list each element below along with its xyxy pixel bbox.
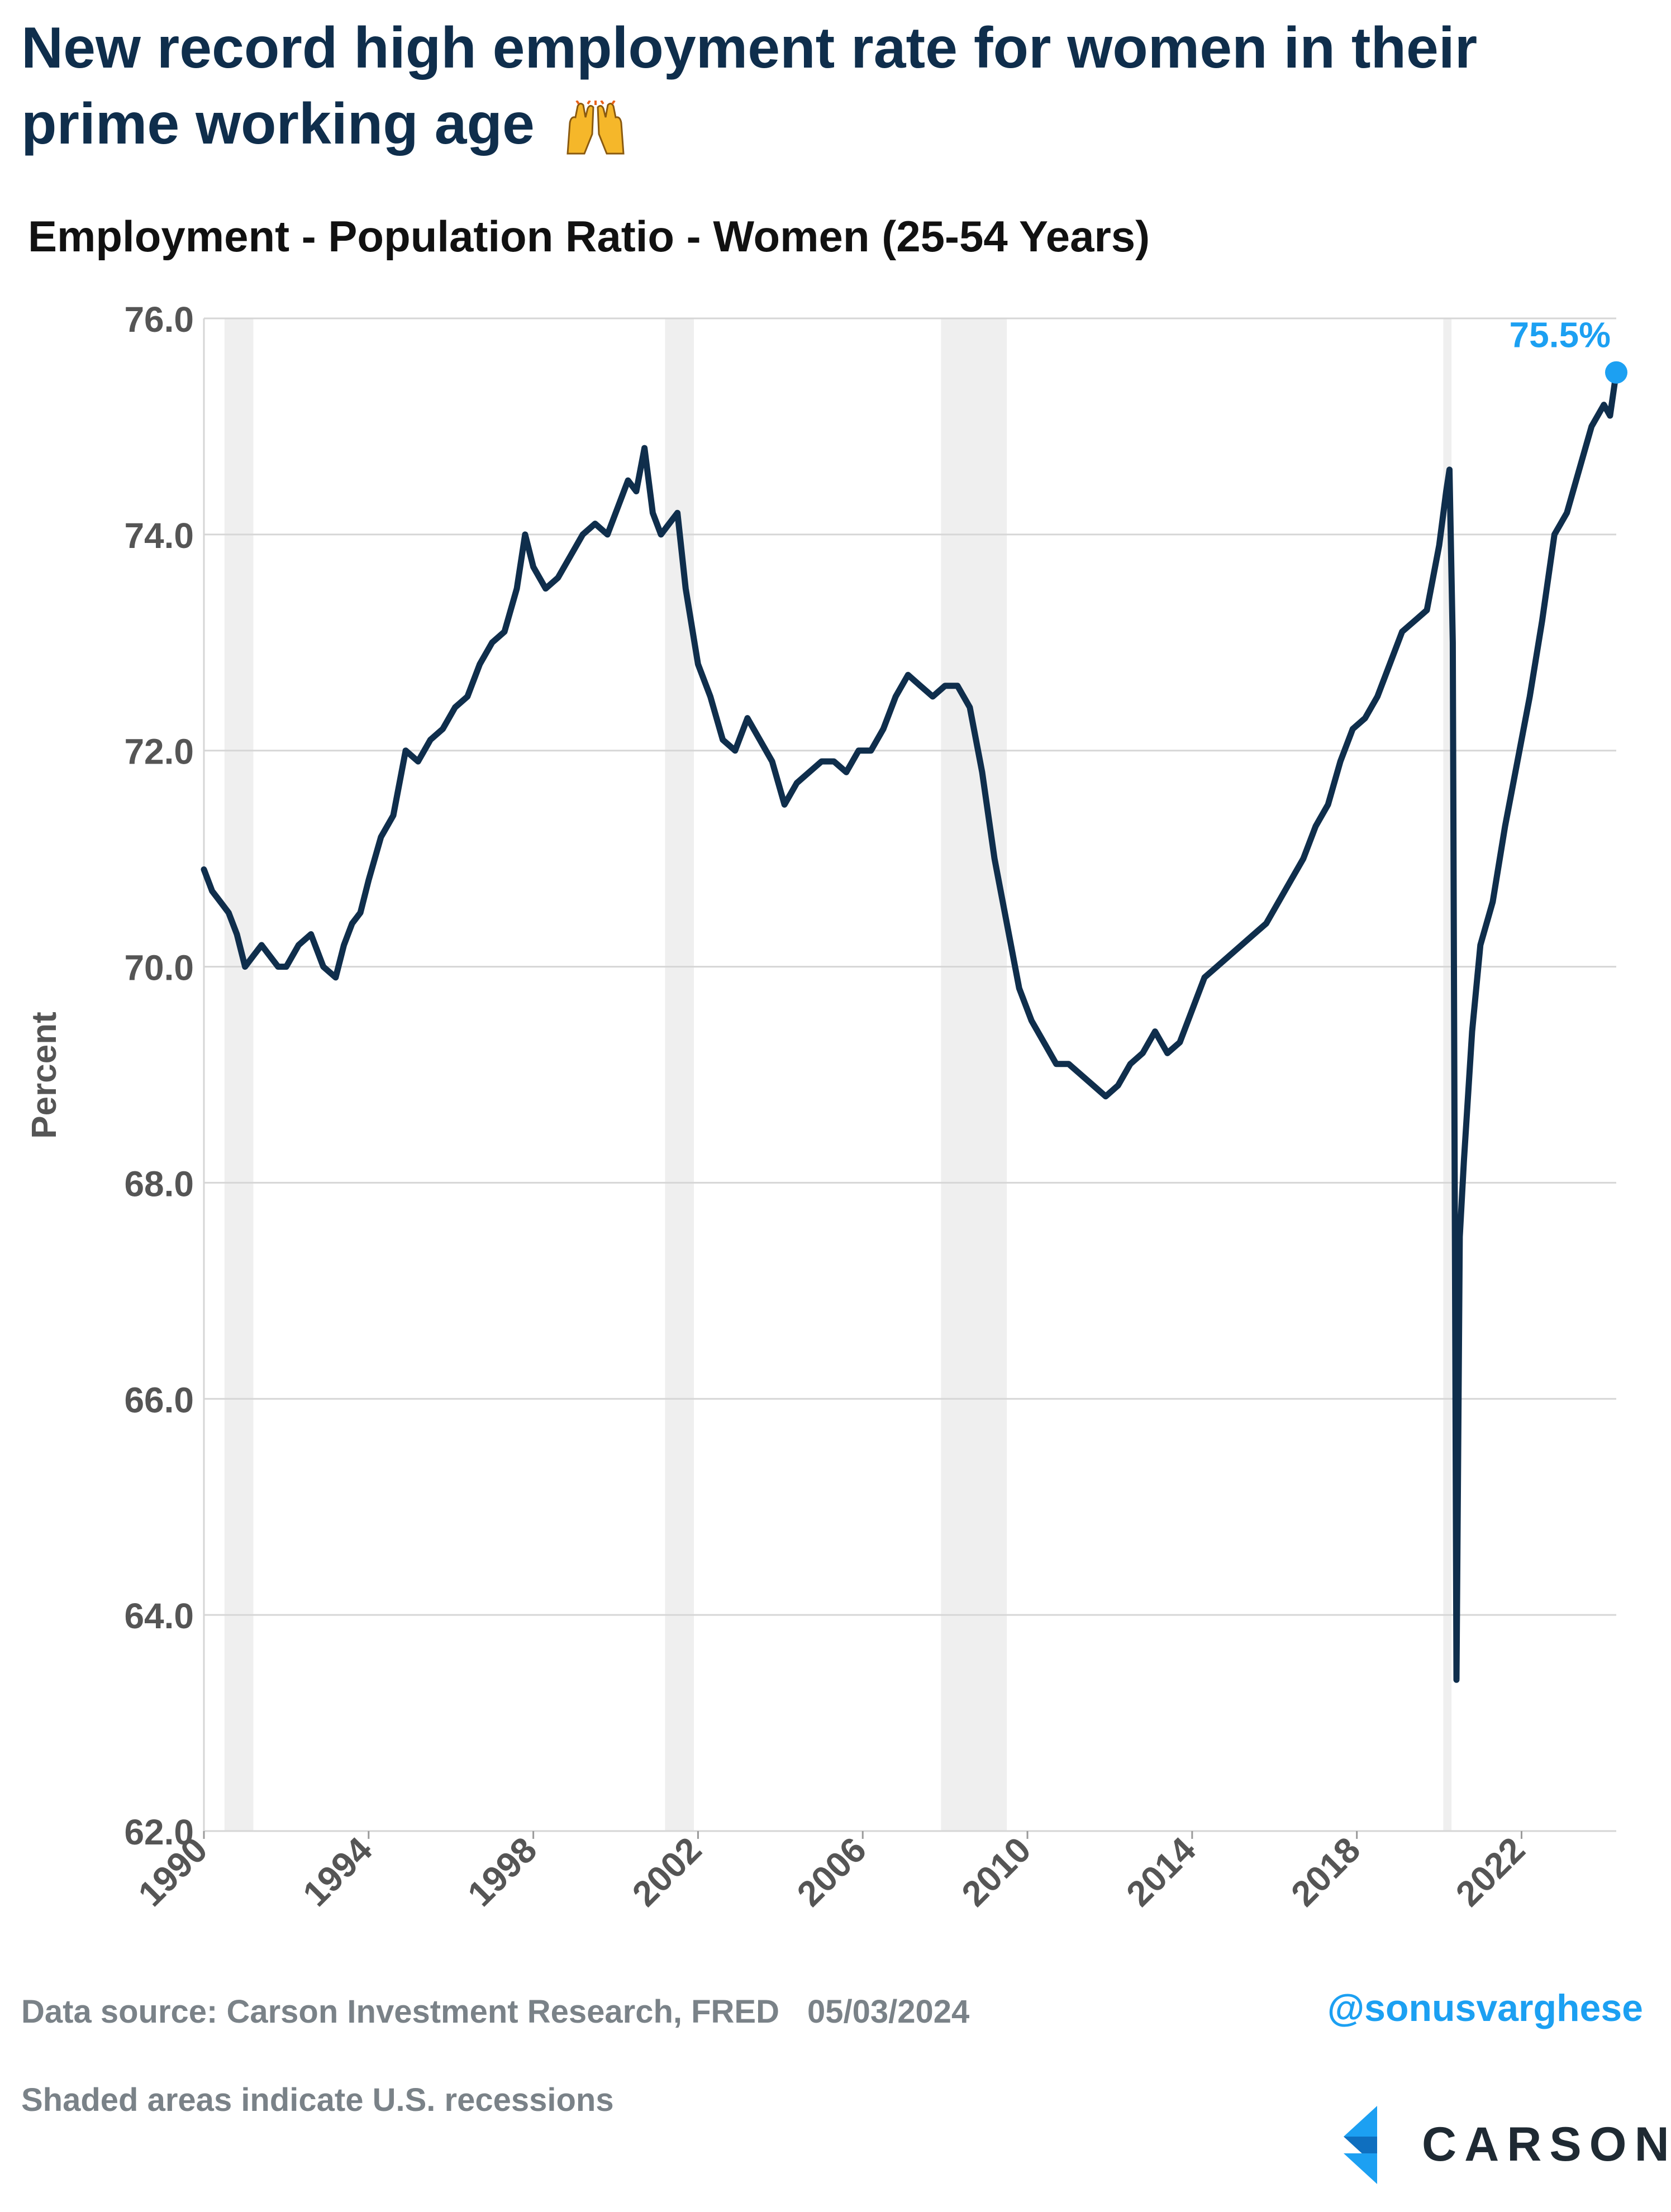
last-value-point bbox=[1605, 361, 1627, 384]
x-tick-label: 1998 bbox=[460, 1829, 545, 1914]
source-note: Data source: Carson Investment Research,… bbox=[21, 1993, 969, 2030]
x-tick-label: 2018 bbox=[1283, 1829, 1368, 1914]
carson-logo-icon bbox=[1344, 2106, 1377, 2184]
series-line bbox=[201, 369, 1620, 1683]
y-tick-label: 68.0 bbox=[124, 1164, 194, 1204]
recession-note: Shaded areas indicate U.S. recessions bbox=[21, 2082, 614, 2118]
x-tick-label: 2006 bbox=[789, 1829, 874, 1914]
x-tick-label: 2014 bbox=[1118, 1829, 1203, 1914]
title-line-1: New record high employment rate for wome… bbox=[21, 16, 1478, 80]
last-value-label: 75.5% bbox=[1510, 315, 1611, 355]
y-axis-label: Percent bbox=[25, 1012, 64, 1138]
y-tick-label: 64.0 bbox=[124, 1596, 194, 1636]
page-title: New record high employment rate for wome… bbox=[21, 10, 1641, 162]
x-tick-label: 1994 bbox=[295, 1829, 380, 1914]
recession-band-3 bbox=[1443, 318, 1452, 1831]
y-tick-label: 72.0 bbox=[124, 732, 194, 772]
title-line-2: prime working age bbox=[21, 92, 535, 156]
source-text: Data source: Carson Investment Research,… bbox=[21, 1994, 779, 2030]
y-tick-label: 70.0 bbox=[124, 948, 194, 988]
y-tick-label: 76.0 bbox=[124, 299, 194, 340]
recession-band-2 bbox=[941, 318, 1007, 1831]
raising-hands-icon bbox=[566, 100, 625, 155]
source-date: 05/03/2024 bbox=[807, 1994, 970, 2030]
y-tick-label: 62.0 bbox=[124, 1812, 194, 1852]
y-tick-label: 74.0 bbox=[124, 516, 194, 556]
author-handle[interactable]: @sonusvarghese bbox=[1327, 1987, 1643, 2029]
chart-title: Employment - Population Ratio - Women (2… bbox=[28, 212, 1150, 261]
carson-logo-word: CARSON bbox=[1422, 2118, 1671, 2171]
recession-band-0 bbox=[224, 318, 254, 1831]
y-tick-label: 66.0 bbox=[124, 1380, 194, 1420]
recession-band-1 bbox=[665, 318, 694, 1831]
x-tick-label: 2022 bbox=[1448, 1829, 1533, 1914]
x-tick-label: 2010 bbox=[954, 1829, 1039, 1914]
x-tick-label: 2002 bbox=[625, 1829, 710, 1914]
title-line-2-wrap: prime working age bbox=[21, 86, 1641, 162]
